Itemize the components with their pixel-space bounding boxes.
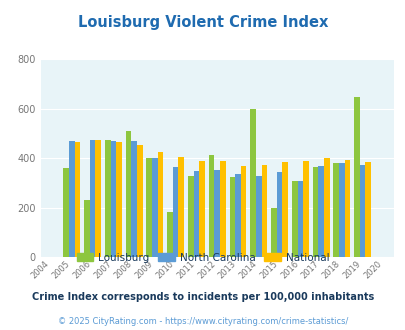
Bar (229, 177, 234, 257)
Bar (354, 97, 359, 257)
Bar (131, 141, 136, 257)
Bar (291, 181, 297, 257)
Bar (126, 131, 131, 257)
Bar (95, 140, 101, 257)
Legend: Louisburg, North Carolina, National: Louisburg, North Carolina, National (72, 249, 333, 267)
Text: Crime Index corresponds to incidents per 100,000 inhabitants: Crime Index corresponds to incidents per… (32, 292, 373, 302)
Bar (214, 170, 220, 257)
Bar (240, 166, 246, 257)
Bar (104, 140, 110, 257)
Bar (199, 161, 205, 257)
Bar (271, 208, 276, 257)
Bar (208, 155, 214, 257)
Bar (255, 176, 261, 257)
Bar (318, 166, 323, 257)
Bar (90, 140, 95, 257)
Text: © 2025 CityRating.com - https://www.cityrating.com/crime-statistics/: © 2025 CityRating.com - https://www.city… (58, 317, 347, 326)
Bar (136, 145, 142, 257)
Bar (167, 212, 173, 257)
Bar (188, 176, 193, 257)
Bar (146, 158, 152, 257)
Bar (303, 161, 308, 257)
Bar (173, 167, 178, 257)
Bar (152, 158, 157, 257)
Bar (250, 109, 255, 257)
Bar (338, 163, 344, 257)
Bar (178, 157, 183, 257)
Bar (63, 168, 69, 257)
Bar (75, 142, 80, 257)
Bar (297, 181, 303, 257)
Bar (312, 167, 318, 257)
Bar (359, 165, 364, 257)
Bar (116, 142, 121, 257)
Bar (281, 162, 287, 257)
Bar (333, 163, 338, 257)
Bar (261, 165, 266, 257)
Bar (344, 160, 350, 257)
Bar (84, 201, 90, 257)
Bar (110, 141, 116, 257)
Text: Louisburg Violent Crime Index: Louisburg Violent Crime Index (78, 15, 327, 30)
Bar (276, 172, 281, 257)
Bar (69, 141, 75, 257)
Bar (364, 162, 370, 257)
Bar (323, 158, 329, 257)
Bar (234, 175, 240, 257)
Bar (193, 171, 199, 257)
Bar (220, 161, 225, 257)
Bar (157, 152, 163, 257)
